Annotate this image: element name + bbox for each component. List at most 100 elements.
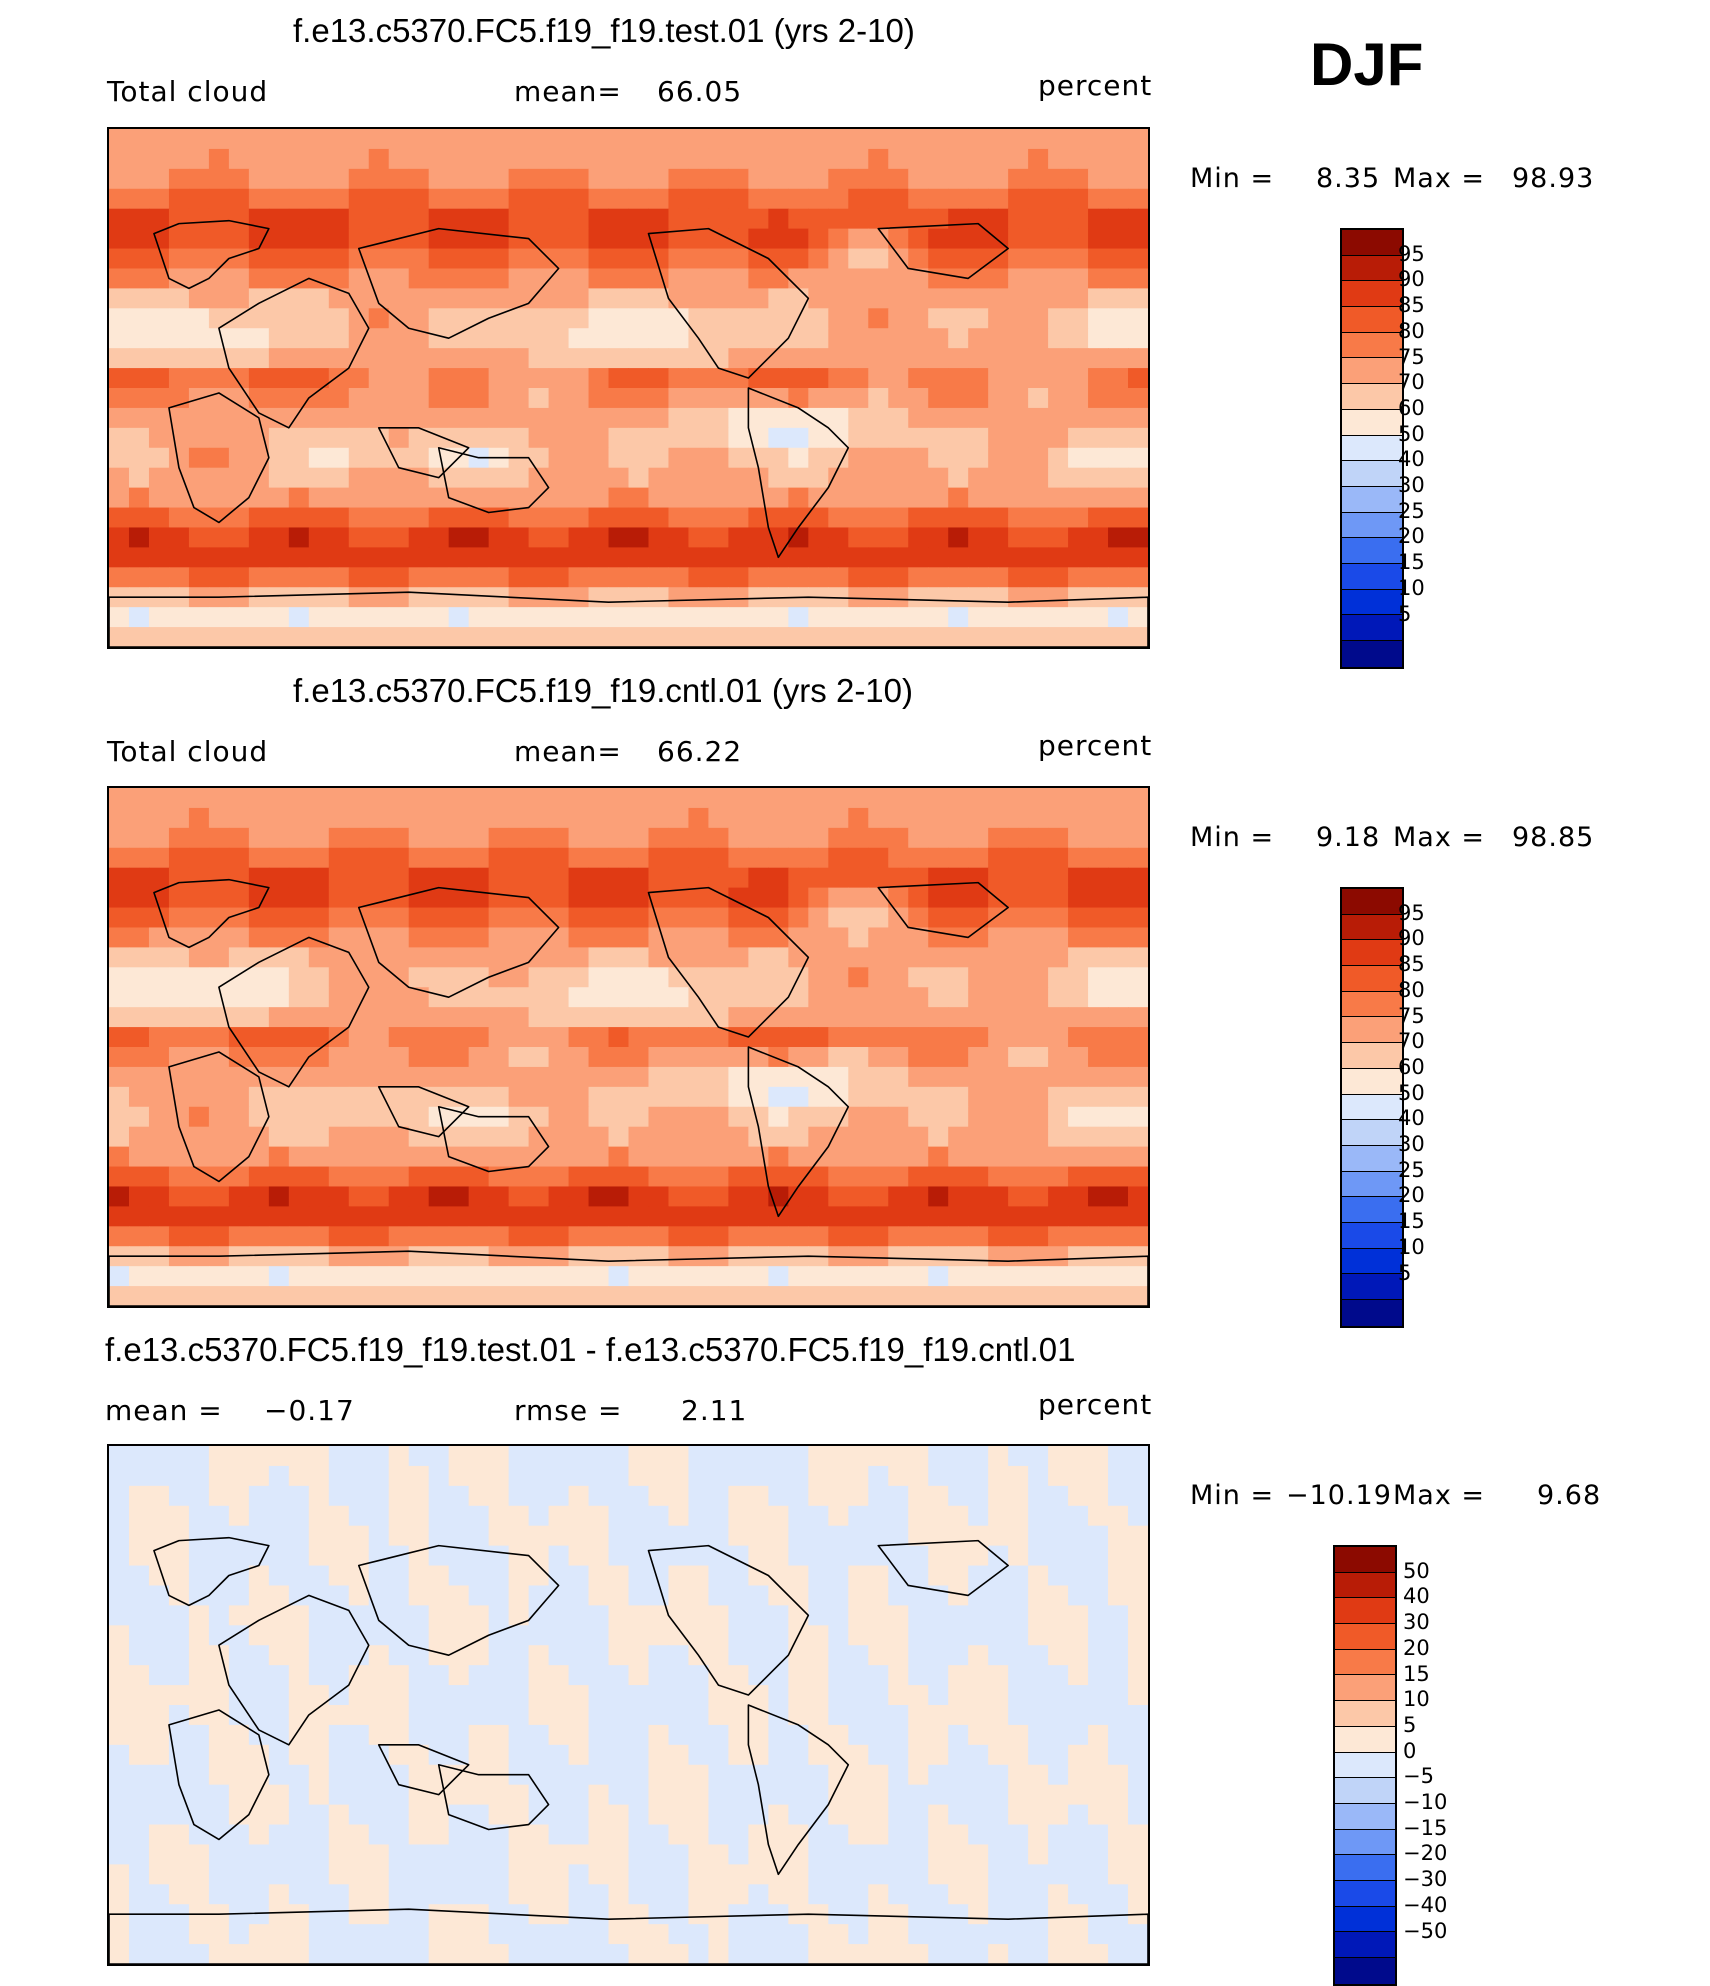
- field-cell: [388, 1246, 410, 1267]
- field-cell: [1108, 1585, 1129, 1606]
- field-cell: [1008, 1585, 1029, 1606]
- field-cell: [668, 967, 690, 988]
- field-cell: [168, 1027, 190, 1048]
- colorbar-segment: [1335, 1572, 1395, 1599]
- field-cell: [808, 1266, 829, 1287]
- panel-2-mean-value: 66.22: [657, 735, 743, 768]
- field-cell: [428, 607, 450, 628]
- colorbar-tick-label: 30: [1403, 1610, 1430, 1635]
- field-cell: [828, 627, 849, 647]
- field-cell: [288, 268, 310, 289]
- field-cell: [368, 1764, 390, 1786]
- field-cell: [248, 807, 270, 829]
- field-cell: [208, 1446, 230, 1467]
- field-cell: [588, 788, 610, 809]
- field-cell: [388, 467, 410, 489]
- field-cell: [628, 368, 650, 389]
- field-cell: [788, 1665, 809, 1686]
- field-cell: [868, 627, 889, 647]
- field-cell: [488, 1465, 510, 1487]
- field-cell: [988, 1485, 1009, 1507]
- field-cell: [748, 1744, 769, 1766]
- field-cell: [428, 328, 450, 349]
- field-cell: [1048, 927, 1069, 948]
- field-cell: [348, 607, 370, 628]
- field-cell: [568, 967, 590, 988]
- field-cell: [248, 427, 270, 449]
- field-cell: [328, 1924, 350, 1945]
- field-cell: [388, 348, 410, 369]
- field-cell: [508, 527, 530, 548]
- field-cell: [688, 1226, 710, 1247]
- field-cell: [388, 587, 410, 608]
- field-cell: [288, 427, 310, 449]
- field-cell: [828, 248, 849, 270]
- field-cell: [668, 1605, 690, 1626]
- field-cell: [868, 388, 889, 409]
- field-cell: [388, 1924, 410, 1945]
- field-cell: [548, 1804, 570, 1826]
- field-cell: [748, 388, 769, 409]
- field-cell: [388, 1066, 410, 1088]
- field-cell: [208, 1744, 230, 1766]
- field-cell: [1008, 1824, 1029, 1846]
- field-cell: [548, 1505, 570, 1527]
- field-cell: [308, 427, 330, 449]
- field-cell: [208, 1066, 230, 1088]
- field-cell: [1048, 1027, 1069, 1048]
- field-cell: [548, 827, 570, 849]
- field-cell: [588, 1764, 610, 1786]
- field-cell: [668, 807, 690, 829]
- field-cell: [968, 1864, 989, 1885]
- field-cell: [428, 308, 450, 329]
- field-cell: [1008, 967, 1029, 988]
- field-cell: [248, 1685, 270, 1706]
- field-cell: [888, 1824, 909, 1846]
- field-cell: [708, 1485, 730, 1507]
- field-cell: [488, 1924, 510, 1945]
- field-cell: [448, 867, 470, 889]
- field-cell: [1068, 1605, 1089, 1626]
- field-cell: [868, 867, 889, 889]
- field-cell: [368, 587, 390, 608]
- field-cell: [1048, 1665, 1069, 1686]
- field-cell: [1008, 1924, 1029, 1945]
- field-cell: [228, 907, 250, 929]
- field-cell: [348, 1665, 370, 1686]
- field-cell: [1128, 827, 1148, 849]
- field-cell: [148, 328, 170, 349]
- field-cell: [928, 907, 949, 929]
- field-cell: [308, 867, 330, 889]
- field-cell: [1088, 1286, 1109, 1306]
- field-cell: [708, 1724, 730, 1746]
- field-cell: [608, 1944, 630, 1964]
- field-cell: [628, 788, 650, 809]
- field-cell: [368, 188, 390, 210]
- field-cell: [748, 1146, 769, 1168]
- field-cell: [228, 1106, 250, 1128]
- field-cell: [788, 487, 809, 509]
- field-cell: [568, 1645, 590, 1666]
- field-cell: [748, 1724, 769, 1746]
- field-cell: [908, 388, 929, 409]
- field-cell: [1028, 1027, 1049, 1048]
- field-cell: [608, 1625, 630, 1646]
- field-cell: [788, 288, 809, 309]
- coastline: [377, 1086, 470, 1138]
- field-cell: [328, 1126, 350, 1148]
- field-cell: [868, 1764, 889, 1786]
- field-cell: [968, 1186, 989, 1207]
- field-cell: [188, 148, 210, 170]
- field-cell: [668, 248, 690, 270]
- field-cell: [308, 1744, 330, 1766]
- field-cell: [688, 1525, 710, 1547]
- field-cell: [248, 148, 270, 170]
- field-cell: [628, 547, 650, 568]
- field-cell: [528, 1206, 550, 1227]
- field-cell: [928, 407, 949, 429]
- field-cell: [1028, 1864, 1049, 1885]
- field-cell: [988, 487, 1009, 509]
- field-cell: [868, 1625, 889, 1646]
- field-cell: [1088, 788, 1109, 809]
- field-cell: [728, 927, 749, 948]
